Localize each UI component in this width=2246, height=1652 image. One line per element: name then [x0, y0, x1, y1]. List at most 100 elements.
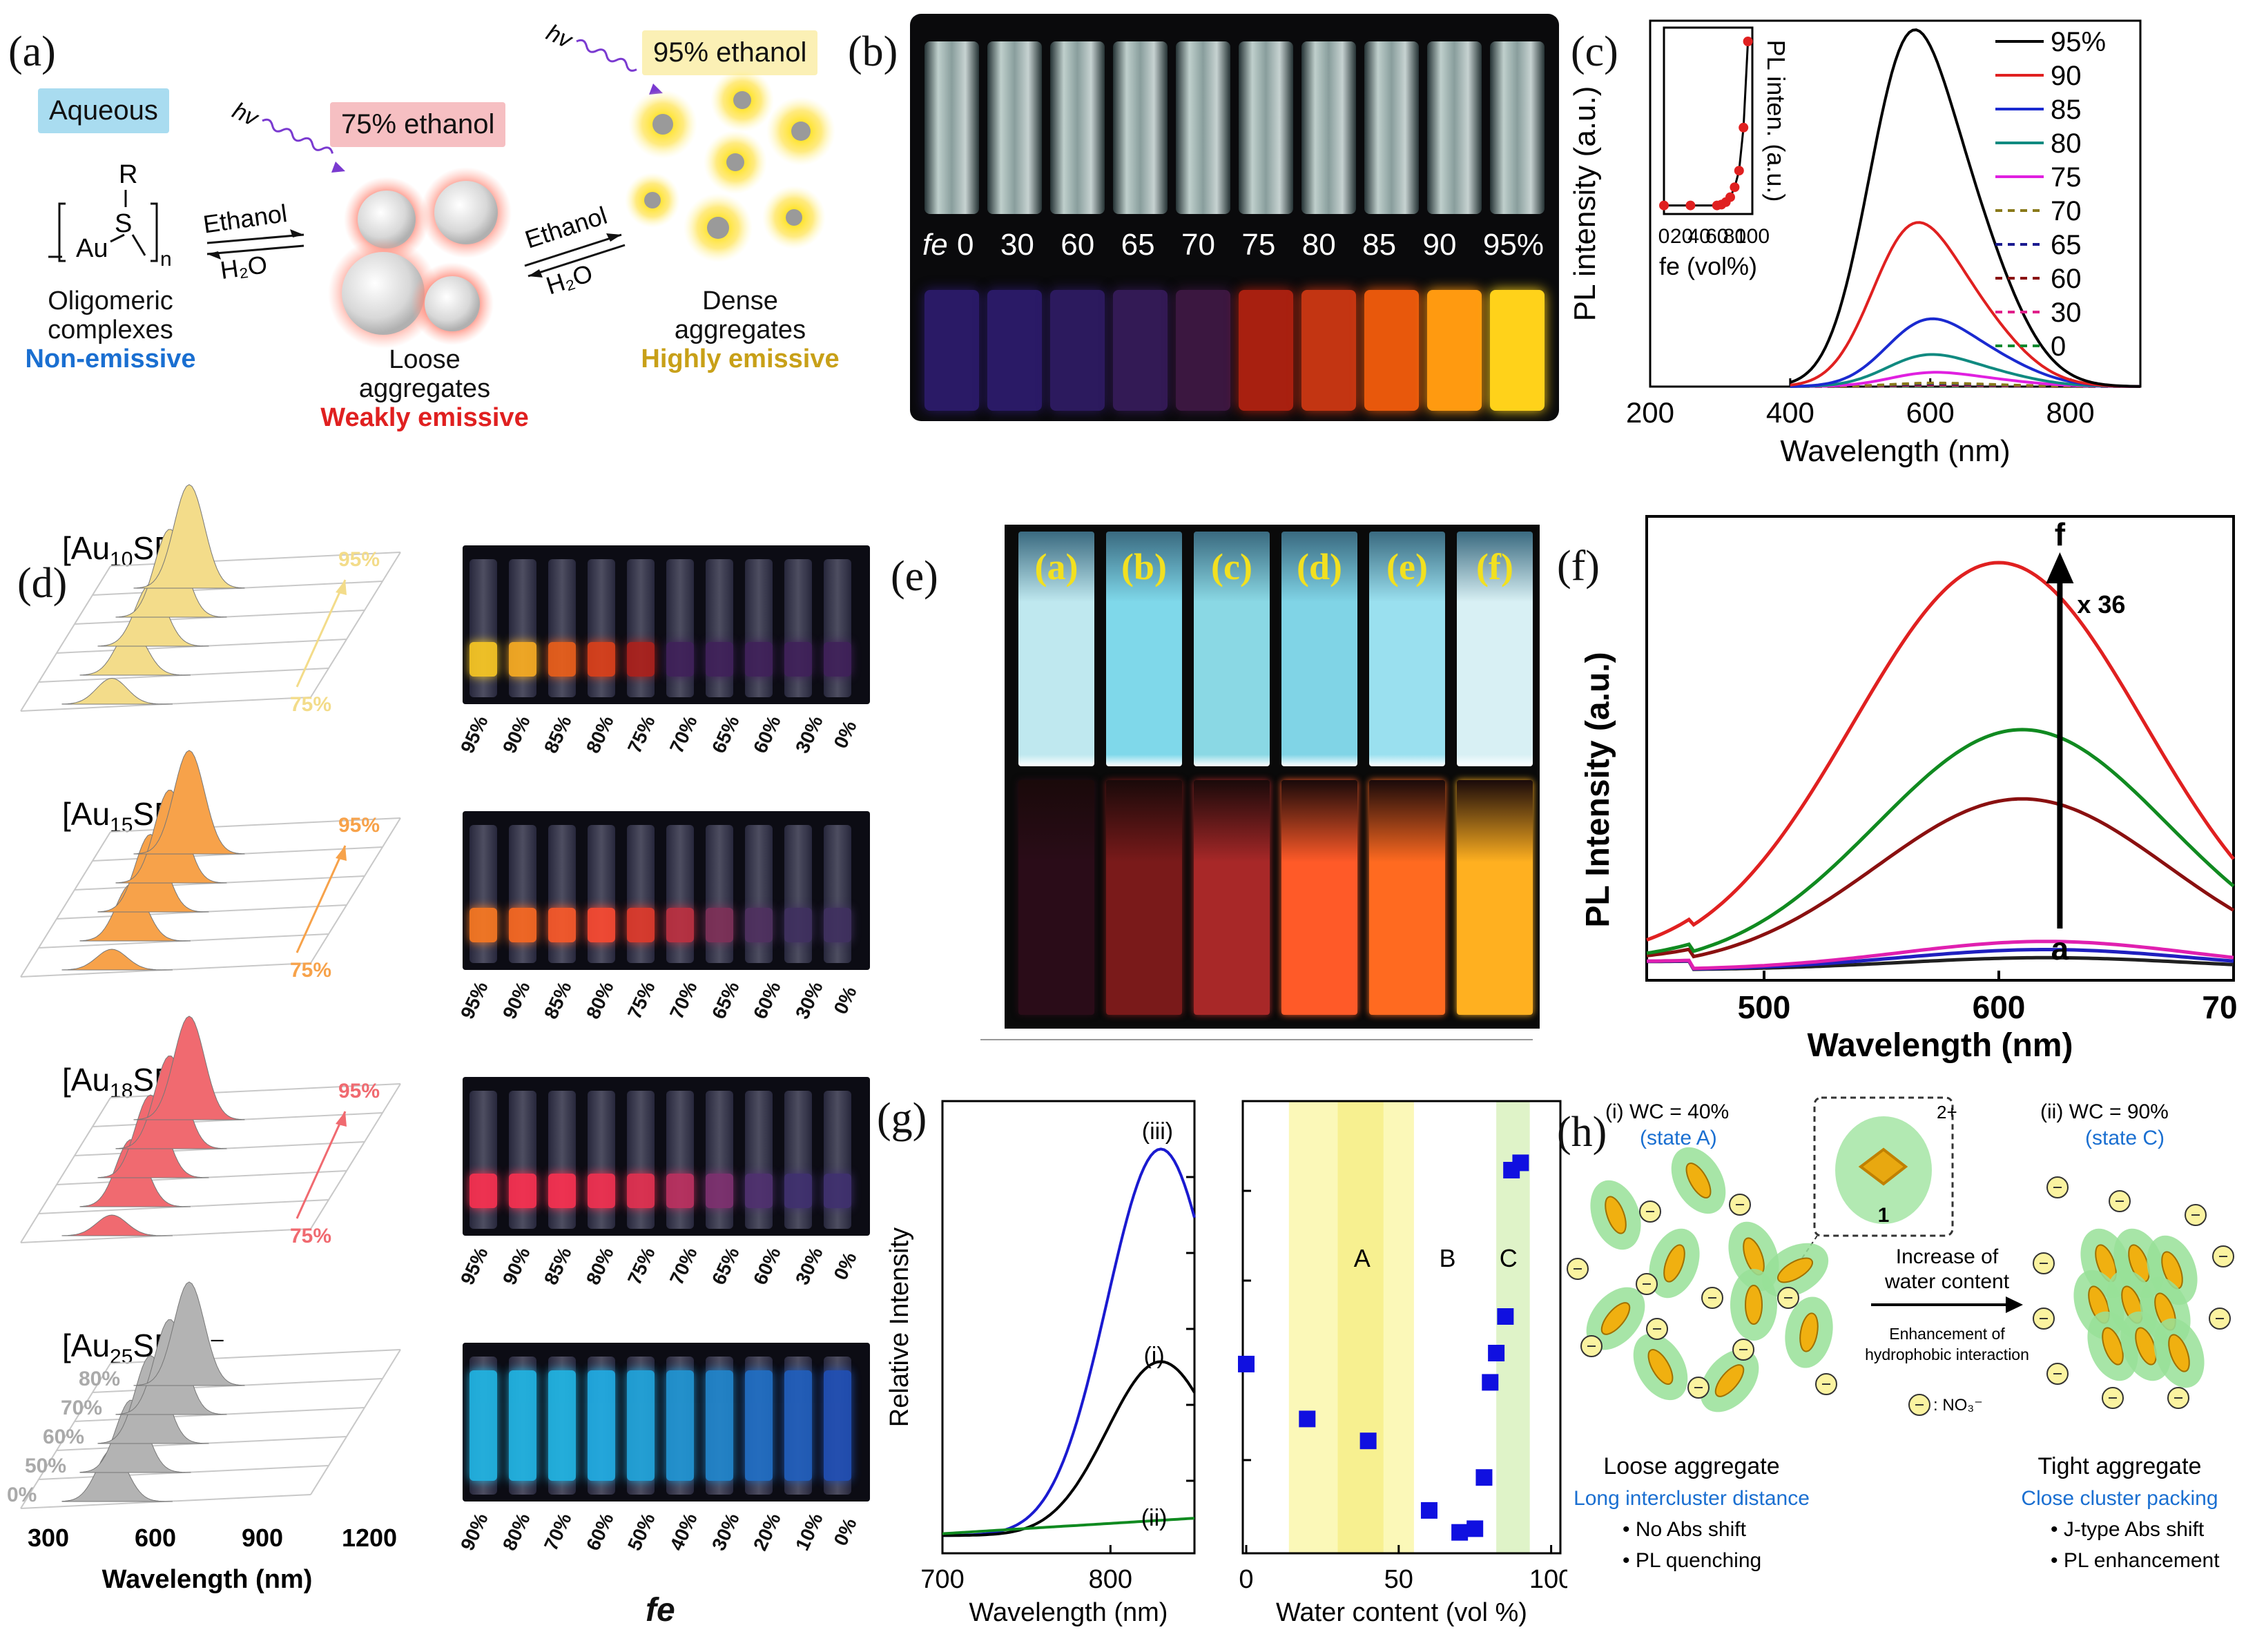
arrow-text-2: water content [1884, 1270, 2010, 1293]
fraction-label: 65 [1121, 228, 1155, 262]
fraction-label: 0% [830, 983, 879, 1026]
trend-arrow [297, 1111, 345, 1218]
series-line-d [1647, 799, 2234, 956]
vial-label: (a) [1018, 545, 1094, 588]
dense-aggregate-dots [625, 68, 835, 262]
state1-line1: Oligomeric [0, 286, 221, 315]
vial-glow [548, 1370, 576, 1481]
panel-e-underline [980, 1039, 1533, 1040]
state1-emission: Non-emissive [0, 344, 221, 373]
scatter-point [1451, 1524, 1468, 1541]
x-tick-label-c: 200 [1626, 396, 1674, 429]
series-line-95 [1790, 30, 2140, 387]
spectrum-peak [62, 679, 173, 705]
region-label: B [1439, 1244, 1455, 1272]
vial-outline [745, 1091, 773, 1229]
vial-glow [824, 908, 851, 942]
level-label: 50% [25, 1455, 66, 1477]
scatter-point [1421, 1502, 1437, 1519]
panel-d-photos: 95%90%85%80%75%70%65%60%30%0%95%90%85%80… [463, 476, 877, 1649]
increase-arrow-head [2046, 552, 2073, 583]
label-iii: (iii) [1142, 1118, 1173, 1145]
scatter-point [1299, 1410, 1315, 1427]
vial-uv [1281, 780, 1357, 1015]
fraction-label: 0% [830, 1249, 879, 1292]
inset-point [1734, 166, 1744, 175]
state1-line2: complexes [0, 315, 221, 344]
left-state: (state A) [1640, 1127, 1717, 1149]
bottom-level-label: 75% [290, 959, 331, 982]
d-x-tick: 600 [135, 1524, 176, 1552]
fe-label: fe [922, 228, 957, 262]
hv-label-2: hv [542, 19, 577, 54]
x-tick-label-g-right: 50 [1384, 1565, 1413, 1594]
vial-uv [1457, 780, 1533, 1015]
vial-glow [548, 908, 576, 942]
vial-glow [706, 1174, 733, 1208]
inset-point [1685, 201, 1695, 211]
vial-glow [588, 642, 615, 677]
vial-outline [588, 1091, 615, 1229]
arrow-top-label: f [2055, 516, 2066, 552]
vial-uv [1106, 780, 1182, 1015]
label-ii: (ii) [1141, 1505, 1168, 1531]
vial-outline [548, 1091, 576, 1229]
vial-glow [745, 1174, 773, 1208]
level-label: 70% [61, 1397, 102, 1419]
panel-d-spectra: [Au10SR10]95%75%[Au15SR13]95%75%[Au18SR1… [0, 476, 449, 1649]
vial-glow [509, 1370, 536, 1481]
vial-glow [666, 642, 694, 677]
vial-glow [469, 908, 497, 942]
panel-e: (e) (a)(b)(c)(d)(e)(f) [891, 511, 1553, 1042]
fraction-label: 80 [1302, 228, 1336, 262]
vial-outline [706, 1091, 733, 1229]
vial-label: (e) [1369, 545, 1445, 588]
top-level-label: 95% [338, 548, 380, 571]
vial-outline [784, 559, 812, 697]
vial-label: (b) [1106, 545, 1182, 588]
inset-x-tick: 0 [1658, 225, 1670, 248]
vial-outline [588, 825, 615, 963]
inset-point [1659, 201, 1669, 211]
uv-vial [1239, 290, 1293, 411]
vial-uv [1369, 780, 1445, 1015]
x-tick-label-c: 600 [1906, 396, 1955, 429]
scatter-point [1512, 1154, 1529, 1171]
d-x-tick: 1200 [342, 1524, 397, 1552]
uv-vial [1176, 290, 1230, 411]
inset-x-label: fe (vol%) [1659, 252, 1757, 280]
x-axis-label-f: Wavelength (nm) [1808, 1027, 2073, 1064]
right-bullet-1: • J-type Abs shift [2051, 1518, 2205, 1541]
enh-text-2: hydrophobic interaction [1865, 1345, 2029, 1363]
y-axis-label-g: Relative Intensity [885, 1227, 914, 1427]
fraction-label: 0% [830, 1515, 879, 1557]
plot-frame-f [1647, 516, 2234, 980]
inset-point [1743, 37, 1753, 46]
scatter-point [1360, 1432, 1377, 1449]
vial-glow [627, 642, 655, 677]
vial-glow [588, 1174, 615, 1208]
legend-label: 85 [2051, 95, 2082, 125]
x-axis-label-c: Wavelength (nm) [1780, 434, 2010, 468]
panel-h-label: (h) [1557, 1108, 1607, 1157]
d-fe-label: fe [646, 1591, 675, 1629]
ethanol-arrow-2: Ethanol [521, 201, 610, 254]
grid-line [311, 1350, 400, 1495]
daylight-vial [987, 41, 1042, 214]
molecule-number: 1 [1878, 1204, 1890, 1227]
daylight-vial [1239, 41, 1293, 214]
top-level-label: 95% [338, 814, 380, 837]
vial-glow [588, 908, 615, 942]
y-axis-label-c: PL intensity (a.u.) [1568, 86, 1602, 322]
uv-vial [924, 290, 979, 411]
vial-outline [627, 825, 655, 963]
d-x-tick: 900 [242, 1524, 283, 1552]
formula-au: Au [76, 234, 108, 263]
x-tick-label-g: 800 [1089, 1565, 1132, 1594]
vial-uv [1194, 780, 1270, 1015]
vial-glow [548, 1174, 576, 1208]
cluster-photo [463, 811, 870, 970]
scatter-point [1238, 1356, 1255, 1372]
legend-label: 65 [2051, 230, 2082, 260]
